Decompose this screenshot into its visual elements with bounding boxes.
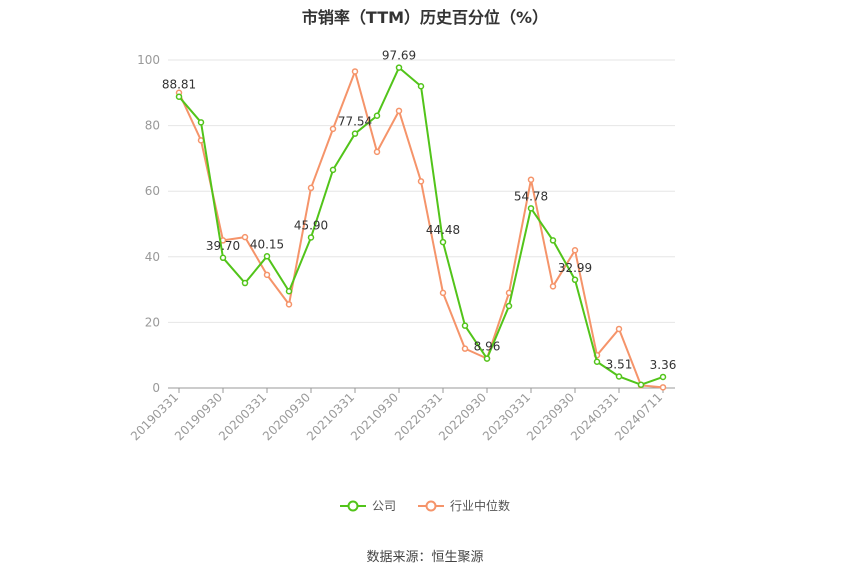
data-point-1 (307, 184, 315, 192)
legend-item-industry-median[interactable]: 行业中位数 (418, 497, 510, 514)
data-point-0 (593, 358, 601, 366)
data-point-0 (329, 166, 337, 174)
data-point-0 (505, 302, 513, 310)
data-point-1 (329, 125, 337, 133)
legend-company-label: 公司 (371, 499, 396, 513)
chart-title: 市销率（TTM）历史百分位（%） (301, 8, 549, 27)
x-tick-label: 20240711 (612, 390, 665, 443)
data-point-0 (571, 276, 579, 284)
data-point-0 (241, 279, 249, 287)
data-point-1 (527, 176, 535, 183)
series-line-0 (178, 66, 664, 386)
y-tick-label: 0 (152, 381, 160, 395)
data-point-0 (615, 373, 623, 380)
data-point-1 (549, 283, 557, 290)
data-point-1 (615, 325, 623, 333)
data-point-1 (417, 178, 425, 185)
data-label: 97.69 (382, 49, 416, 63)
data-point-0 (175, 93, 183, 100)
data-point-0 (483, 355, 491, 362)
data-point-0 (373, 112, 381, 120)
data-point-0 (197, 119, 205, 126)
data-point-0 (439, 238, 447, 246)
data-point-0 (417, 82, 425, 90)
data-point-0 (351, 130, 359, 137)
y-tick-label: 100 (137, 53, 160, 67)
data-point-1 (659, 384, 667, 391)
data-point-1 (285, 301, 293, 308)
data-label: 77.54 (338, 115, 372, 129)
data-point-0 (285, 287, 293, 295)
data-label: 8.96 (474, 340, 501, 354)
data-label: 45.90 (294, 218, 328, 232)
data-label: 3.51 (606, 357, 633, 371)
legend-item-company[interactable]: 公司 (339, 497, 396, 514)
legend-industry-marker-icon (418, 500, 444, 511)
data-label: 32.99 (558, 261, 592, 275)
data-point-0 (263, 253, 271, 260)
y-tick-label: 60 (145, 184, 160, 198)
legend: 公司 行业中位数 (0, 497, 850, 514)
data-label: 54.78 (514, 189, 548, 203)
y-tick-label: 40 (145, 250, 160, 264)
data-point-1 (571, 246, 579, 254)
data-labels: 88.81 39.70 40.15 45.90 77.54 97.69 44.48 8.96 5… (162, 49, 677, 372)
data-point-1 (351, 68, 359, 75)
data-point-0 (307, 234, 315, 241)
data-label: 3.36 (650, 358, 677, 372)
legend-industry-label: 行业中位数 (450, 499, 511, 513)
data-point-0 (395, 64, 403, 71)
data-point-1 (395, 107, 403, 115)
data-label: 40.15 (250, 237, 284, 251)
data-source: 数据来源：恒生聚源 (366, 550, 484, 565)
data-point-1 (461, 345, 469, 352)
data-label: 88.81 (162, 78, 196, 92)
data-point-1 (263, 271, 271, 279)
y-tick-label: 20 (145, 315, 160, 329)
series-lines (175, 64, 667, 391)
data-point-0 (527, 205, 535, 212)
data-point-0 (219, 254, 227, 262)
data-point-1 (241, 233, 249, 241)
data-point-1 (373, 148, 381, 156)
data-label: 39.70 (206, 239, 240, 253)
data-label: 44.48 (426, 223, 460, 237)
data-point-0 (461, 322, 469, 329)
y-tick-label: 80 (145, 119, 160, 133)
data-point-0 (549, 237, 557, 244)
data-point-0 (637, 381, 645, 388)
legend-company-marker-icon (339, 500, 366, 511)
data-point-1 (439, 289, 447, 297)
data-point-0 (659, 373, 667, 381)
